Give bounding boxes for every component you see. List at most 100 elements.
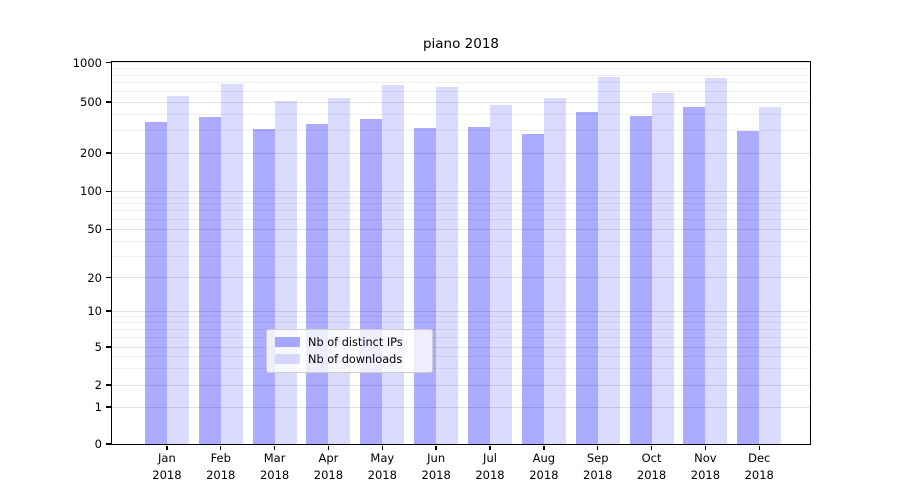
x-tick-mark-mar xyxy=(273,445,276,450)
bar-jun-distinct-ips xyxy=(414,128,437,444)
x-tick-mark-feb xyxy=(220,445,222,450)
legend-row-downloads: Nb of downloads xyxy=(267,353,432,366)
gridline-minor-90 xyxy=(112,196,810,198)
bar-nov-downloads xyxy=(705,77,728,444)
y-tick-label-200: 200 xyxy=(80,146,102,160)
x-tick-label-sep: Sep 2018 xyxy=(583,451,613,482)
legend-label-downloads: Nb of downloads xyxy=(308,352,403,366)
gridline-major-5 xyxy=(112,346,810,348)
x-tick-mark-nov xyxy=(704,445,707,450)
x-tick-mark-apr xyxy=(327,445,330,450)
bar-may-downloads xyxy=(382,85,405,444)
gridline-minor-60 xyxy=(112,218,810,220)
gridline-major-20 xyxy=(112,277,810,278)
y-tick-label-5: 5 xyxy=(94,340,102,354)
bar-feb-distinct-ips xyxy=(198,116,221,444)
y-tick-mark-2 xyxy=(106,384,111,386)
y-tick-mark-10 xyxy=(106,310,111,312)
x-tick-label-apr: Apr 2018 xyxy=(313,451,344,482)
plot-area xyxy=(112,62,810,444)
gridline-minor-900 xyxy=(112,68,810,69)
gridline-major-2 xyxy=(112,384,810,386)
gridline-major-1 xyxy=(112,406,810,408)
y-tick-label-20: 20 xyxy=(87,270,102,285)
y-tick-label-500: 500 xyxy=(80,95,102,109)
bar-jun-downloads xyxy=(436,87,459,444)
bar-aug-distinct-ips xyxy=(521,134,544,444)
x-tick-label-may: May 2018 xyxy=(367,451,397,482)
y-tick-mark-500 xyxy=(106,101,111,103)
bar-mar-downloads xyxy=(274,100,297,444)
x-tick-label-jan: Jan 2018 xyxy=(152,451,182,482)
gridline-minor-3 xyxy=(112,367,810,369)
bar-may-distinct-ips xyxy=(360,118,383,444)
x-tick-mark-jul xyxy=(489,445,491,450)
y-tick-label-1: 1 xyxy=(94,400,102,414)
gridline-minor-800 xyxy=(112,74,810,76)
y-tick-mark-200 xyxy=(106,152,111,154)
bar-feb-downloads xyxy=(220,83,243,444)
gridline-major-200 xyxy=(112,152,810,154)
bar-oct-distinct-ips xyxy=(629,115,652,444)
gridline-major-100 xyxy=(112,190,810,192)
gridline-minor-30 xyxy=(112,255,810,257)
x-tick-label-jul: Jul 2018 xyxy=(475,451,505,482)
bar-jan-downloads xyxy=(166,95,189,444)
gridline-major-500 xyxy=(112,101,810,103)
legend: Nb of distinct IPs Nb of downloads xyxy=(266,328,433,373)
x-tick-label-jun: Jun 2018 xyxy=(421,451,451,482)
x-tick-label-oct: Oct 2018 xyxy=(636,451,667,482)
y-tick-mark-20 xyxy=(106,276,111,279)
bar-oct-downloads xyxy=(651,92,674,444)
y-tick-mark-0 xyxy=(106,443,111,445)
chart-title: piano 2018 xyxy=(422,36,500,52)
legend-row-distinct-ips: Nb of distinct IPs xyxy=(267,336,432,349)
legend-swatch-downloads xyxy=(275,354,300,364)
y-tick-mark-1000 xyxy=(106,61,111,64)
x-tick-mark-aug xyxy=(543,445,545,450)
bar-dec-distinct-ips xyxy=(737,130,760,444)
bar-dec-downloads xyxy=(759,106,782,444)
x-tick-label-mar: Mar 2018 xyxy=(259,451,290,482)
y-tick-mark-100 xyxy=(106,190,111,192)
gridline-major-10 xyxy=(112,310,810,312)
x-tick-label-dec: Dec 2018 xyxy=(744,451,774,482)
gridline-minor-40 xyxy=(112,240,810,242)
y-tick-label-10: 10 xyxy=(87,304,102,318)
legend-swatch-distinct-ips xyxy=(275,337,300,347)
gridline-major-50 xyxy=(112,228,810,230)
bar-sep-distinct-ips xyxy=(575,111,598,444)
y-tick-label-1000: 1000 xyxy=(72,55,102,70)
gridline-minor-9 xyxy=(112,315,810,317)
bar-nov-distinct-ips xyxy=(683,107,706,444)
gridline-minor-700 xyxy=(112,82,810,84)
y-tick-mark-1 xyxy=(106,406,111,408)
legend-label-distinct-ips: Nb of distinct IPs xyxy=(308,335,403,349)
x-tick-mark-dec xyxy=(758,445,760,450)
gridline-minor-6 xyxy=(112,337,810,339)
bar-sep-downloads xyxy=(597,77,620,444)
bar-jan-distinct-ips xyxy=(144,122,167,444)
bar-jul-distinct-ips xyxy=(468,126,490,444)
gridline-minor-600 xyxy=(112,91,810,93)
x-tick-mark-sep xyxy=(597,445,599,450)
gridline-major-1000 xyxy=(112,62,810,63)
bar-aug-downloads xyxy=(543,97,566,444)
y-tick-label-100: 100 xyxy=(80,184,102,199)
y-tick-label-2: 2 xyxy=(94,378,102,392)
x-tick-mark-jun xyxy=(435,445,437,450)
bar-apr-distinct-ips xyxy=(306,123,329,444)
bar-apr-downloads xyxy=(328,98,351,444)
gridline-minor-400 xyxy=(112,113,810,115)
y-tick-mark-50 xyxy=(106,228,111,230)
bar-jul-downloads xyxy=(490,104,512,444)
x-tick-label-aug: Aug 2018 xyxy=(529,451,559,482)
gridline-minor-4 xyxy=(112,355,810,357)
gridline-minor-70 xyxy=(112,210,810,212)
gridline-minor-80 xyxy=(112,203,810,205)
bar-mar-distinct-ips xyxy=(252,128,275,444)
x-tick-mark-jan xyxy=(166,445,168,450)
y-tick-mark-5 xyxy=(106,346,111,348)
gridline-minor-8 xyxy=(112,322,810,324)
